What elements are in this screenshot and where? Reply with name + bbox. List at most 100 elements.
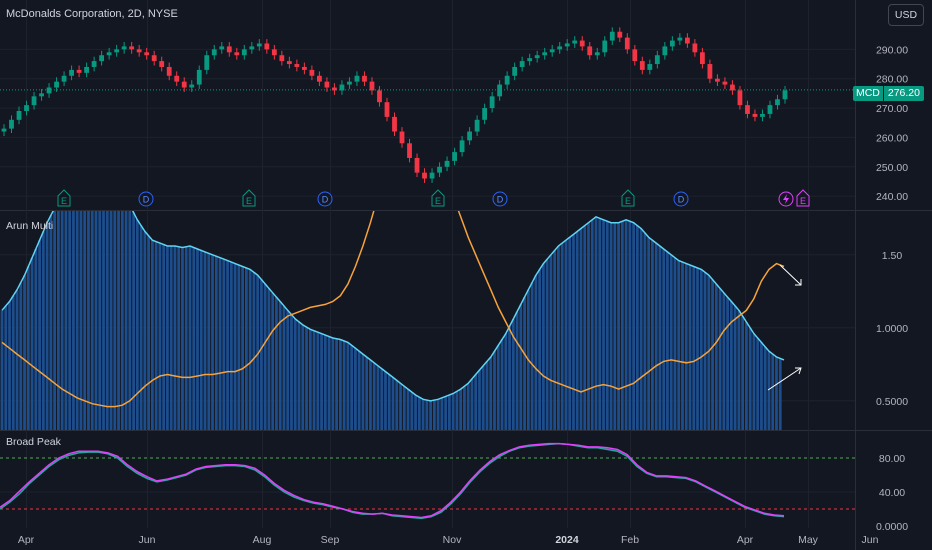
histogram-bar: [105, 211, 109, 430]
histogram-bar: [124, 211, 128, 430]
candle-body: [16, 111, 22, 120]
dividend-event-marker: [673, 191, 689, 207]
dividend-event-letter: D: [143, 195, 150, 205]
down-arrow-annotation: [779, 264, 802, 286]
last-price-tag: MCD 276.20: [852, 86, 924, 101]
histogram-bar: [56, 211, 60, 430]
histogram-bar: [354, 348, 357, 430]
histogram-bar: [402, 386, 406, 430]
histogram-bar: [169, 246, 173, 430]
candle-body: [519, 61, 525, 67]
candle-body: [429, 172, 435, 179]
candle-body: [9, 119, 14, 129]
candle-body: [684, 37, 690, 44]
candle-body: [301, 66, 307, 70]
histogram-bar: [11, 295, 15, 430]
histogram-bar: [598, 218, 602, 430]
candle-body: [489, 96, 495, 109]
histogram-bar: [68, 211, 72, 430]
histogram-bar: [117, 211, 120, 430]
candle-body: [174, 75, 180, 82]
candle-body: [414, 157, 420, 173]
histogram-bar: [391, 377, 395, 430]
histogram-bar: [26, 266, 30, 430]
price-axis-label: 250.00: [876, 162, 908, 174]
histogram-bar: [293, 319, 297, 430]
histogram-bar: [320, 333, 323, 430]
indicator1-label: Arun Multi: [6, 220, 54, 232]
candle-body: [106, 52, 112, 56]
histogram-bar: [703, 272, 707, 430]
candle-body: [76, 69, 82, 73]
histogram-bar: [222, 259, 226, 430]
candle-body: [557, 46, 563, 50]
histogram-bar: [662, 248, 666, 430]
time-axis-label: Jun: [862, 534, 879, 546]
histogram-bar: [282, 305, 286, 430]
histogram-bar: [699, 269, 703, 430]
candle-body: [692, 43, 698, 53]
histogram-bar: [722, 292, 726, 430]
currency-button[interactable]: USD: [888, 4, 924, 26]
dividend-event-letter: D: [497, 195, 504, 205]
candle-body: [279, 55, 285, 62]
candle-body: [114, 49, 120, 53]
histogram-bar: [463, 386, 466, 430]
broad-peak-magenta-line: [0, 442, 785, 519]
arun-multi-cyan-line: [1, 211, 785, 402]
histogram-bar: [523, 297, 526, 430]
dividend-event-letter: D: [678, 195, 685, 205]
histogram-bar: [673, 257, 677, 430]
dividend-event-marker: [317, 191, 333, 207]
price-axis-label: 240.00: [876, 191, 908, 203]
histogram-bar: [350, 345, 354, 430]
histogram-bar: [64, 211, 68, 430]
candle-body: [317, 75, 322, 82]
histogram-bar: [711, 279, 714, 430]
histogram-bar: [688, 265, 692, 430]
histogram-bar: [90, 211, 94, 430]
indicator2-axis-label: 80.00: [879, 453, 905, 465]
histogram-bar: [658, 246, 662, 430]
histogram-bar: [53, 211, 57, 430]
histogram-bar: [669, 254, 673, 430]
histogram-bar: [436, 399, 440, 430]
histogram-bar: [455, 391, 459, 430]
indicator1-axis-label: 1.50: [882, 250, 903, 262]
histogram-bar: [8, 301, 11, 430]
histogram-bar: [241, 266, 245, 430]
histogram-bar: [647, 237, 651, 430]
candle-body: [399, 131, 405, 144]
histogram-bar: [199, 250, 203, 430]
histogram-bar: [568, 237, 572, 430]
histogram-bar: [628, 221, 632, 430]
candle-body: [384, 102, 390, 117]
candle-body: [271, 49, 277, 56]
candle-body: [639, 61, 645, 70]
histogram-bar: [767, 351, 771, 430]
candle-body: [437, 166, 442, 173]
histogram-bar: [549, 254, 553, 430]
histogram-bar: [440, 397, 444, 430]
candle-body: [504, 75, 510, 85]
histogram-bar: [128, 211, 132, 430]
histogram-bar: [135, 219, 139, 430]
candle-body: [677, 37, 683, 41]
histogram-bar: [120, 211, 124, 430]
indicator1-plot: [0, 211, 855, 430]
histogram-bar: [609, 222, 613, 430]
histogram-bar: [714, 284, 718, 430]
histogram-bar: [45, 222, 49, 430]
candle-body: [211, 49, 217, 56]
histogram-bar: [624, 219, 628, 430]
candle-body: [31, 96, 37, 106]
candle-body: [181, 81, 187, 88]
candle-body: [654, 55, 660, 65]
histogram-bar: [504, 333, 508, 430]
candle-body: [256, 43, 262, 47]
histogram-bar: [515, 311, 519, 430]
candle-body: [332, 87, 337, 91]
candle-body: [497, 84, 503, 97]
histogram-bar: [263, 284, 267, 430]
